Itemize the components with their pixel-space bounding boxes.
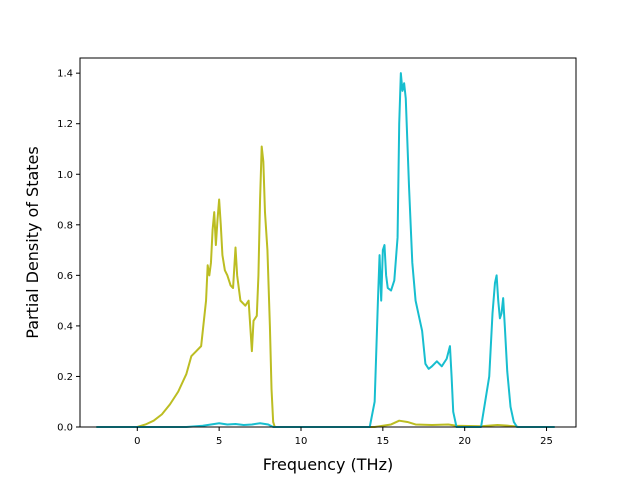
y-tick-label: 0.4: [57, 321, 73, 332]
y-tick-label: 0.6: [57, 271, 73, 282]
y-tick-label: 0.2: [57, 372, 73, 383]
x-axis-label: Frequency (THz): [263, 455, 393, 474]
axes-frame: [79, 57, 577, 428]
x-axis-ticks: 0 5 10 15 20 25: [134, 427, 553, 447]
x-tick-label: 5: [216, 436, 222, 447]
x-tick-label: 10: [295, 436, 308, 447]
y-axis-label: Partial Density of States: [23, 146, 42, 338]
series-line-1: [96, 145, 519, 428]
y-tick-label: 1.4: [57, 69, 73, 80]
y-tick-label: 0.8: [57, 220, 73, 231]
x-tick-label: 25: [540, 436, 553, 447]
plot-lines: [96, 72, 555, 428]
series-line-2: [96, 72, 555, 428]
y-axis-ticks: 0.0 0.2 0.4 0.6 0.8 1.0 1.2 1.4: [57, 69, 80, 434]
x-tick-label: 0: [134, 436, 140, 447]
y-tick-label: 0.0: [57, 423, 73, 434]
x-tick-label: 15: [376, 436, 389, 447]
y-tick-label: 1.0: [57, 170, 73, 181]
x-tick-label: 20: [458, 436, 471, 447]
y-tick-label: 1.2: [57, 119, 73, 130]
